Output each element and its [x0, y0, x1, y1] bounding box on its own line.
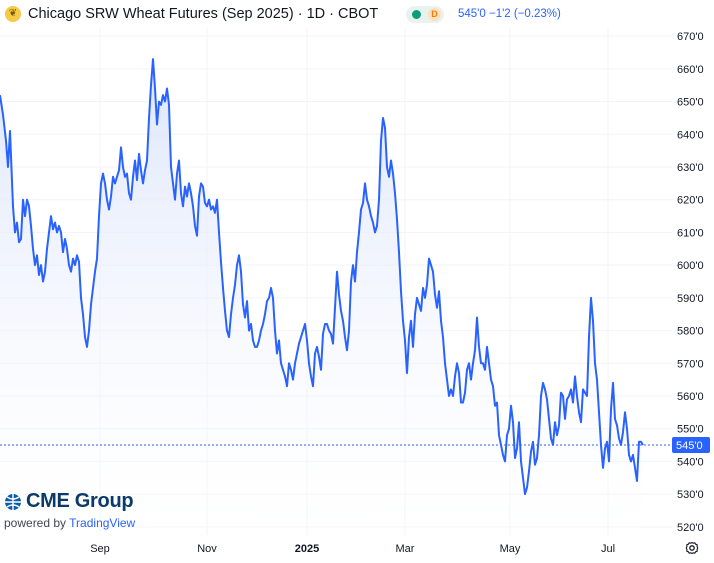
y-tick-label: 650'0	[677, 97, 704, 109]
y-tick-label: 630'0	[677, 162, 704, 174]
price-area-fill	[0, 59, 643, 535]
y-tick-label: 560'0	[677, 391, 704, 403]
y-tick-label: 530'0	[677, 489, 704, 501]
x-tick-label: May	[500, 543, 521, 555]
y-tick-label: 540'0	[677, 456, 704, 468]
price-line	[0, 58, 644, 496]
symbol-icon[interactable]: ❦	[5, 6, 21, 22]
cme-globe-icon	[5, 494, 21, 510]
quote-summary: 545'0 −1'2 (−0.23%)	[458, 8, 561, 20]
tradingview-link[interactable]: TradingView	[69, 516, 136, 530]
y-tick-label: 620'0	[677, 195, 704, 207]
powered-by-label: powered by	[4, 516, 67, 530]
y-tick-label: 640'0	[677, 129, 704, 141]
x-tick-label: Sep	[90, 543, 110, 555]
y-tick-label: 580'0	[677, 326, 704, 338]
y-tick-label: 570'0	[677, 358, 704, 370]
last-price-value: 545'0	[676, 440, 703, 452]
y-tick-label: 610'0	[677, 227, 704, 239]
last-price-badge	[672, 437, 710, 454]
symbol-title[interactable]: Chicago SRW Wheat Futures (Sep 2025) · 1…	[28, 6, 379, 22]
market-status[interactable]: D	[406, 6, 444, 23]
chart-header: ❦ Chicago SRW Wheat Futures (Sep 2025) ·…	[0, 0, 714, 30]
y-tick-label: 670'0	[677, 31, 704, 43]
x-tick-label: Mar	[396, 543, 415, 555]
powered-by-tradingview[interactable]: powered by TradingView	[4, 516, 135, 530]
cme-group-wordmark: CME Group	[26, 490, 134, 512]
market-open-icon	[412, 10, 421, 19]
last-price-label: 545'0	[672, 437, 710, 454]
settings-gear-icon[interactable]	[685, 541, 699, 555]
y-tick-label: 600'0	[677, 260, 704, 272]
x-tick-label: 2025	[295, 543, 319, 555]
y-tick-label: 550'0	[677, 424, 704, 436]
wheat-icon: ❦	[8, 8, 18, 19]
x-tick-label: Nov	[197, 543, 217, 555]
time-axis[interactable]: Sep Nov 2025 Mar May Jul	[90, 543, 615, 555]
y-tick-label: 660'0	[677, 64, 704, 76]
price-axis[interactable]: 520'0 530'0 540'0 550'0 560'0 570'0 580'0 590'0…	[677, 31, 704, 534]
x-tick-label: Jul	[601, 543, 615, 555]
y-tick-label: 520'0	[677, 522, 704, 534]
y-tick-label: 590'0	[677, 293, 704, 305]
delayed-data-badge[interactable]: D	[428, 8, 441, 21]
